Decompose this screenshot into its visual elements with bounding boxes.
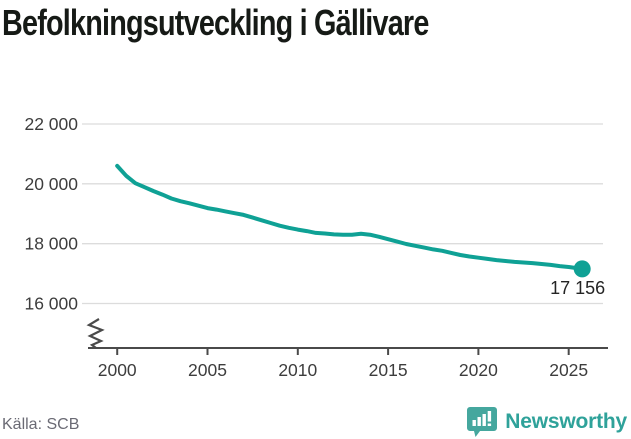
x-axis-tick-label: 2005 [188,360,227,380]
chart-title: Befolkningsutveckling i Gällivare [2,2,429,43]
y-axis-tick-label: 18 000 [24,234,78,254]
y-axis-tick-label: 16 000 [24,294,78,314]
y-axis-tick-label: 20 000 [24,174,78,194]
x-axis-tick-label: 2020 [459,360,498,380]
y-axis-tick-label: 22 000 [24,114,78,134]
end-value-label: 17 156 [550,278,605,298]
x-axis-tick-label: 2010 [278,360,317,380]
newsworthy-wordmark: Newsworthy [505,410,627,433]
newsworthy-logo-icon [467,407,498,437]
axis-break-icon [86,318,105,349]
population-line [115,163,585,271]
newsworthy-branding[interactable]: Newsworthy [467,406,627,438]
x-axis-tick-label: 2000 [98,360,137,380]
x-axis-tick-label: 2025 [549,360,588,380]
x-axis-tick-label: 2015 [369,360,408,380]
line-end-marker [573,260,591,278]
source-label: Källa: SCB [2,416,80,433]
